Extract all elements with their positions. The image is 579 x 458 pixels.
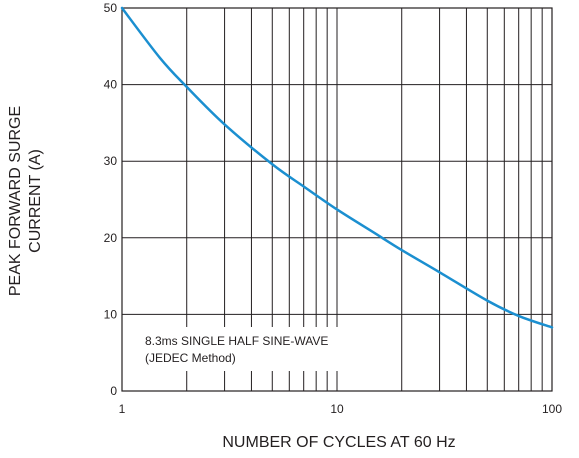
y-tick-label: 10 <box>104 307 118 321</box>
annotation-line-2: (JEDEC Method) <box>145 351 236 365</box>
y-axis-label-line-2: CURRENT (A) <box>27 149 44 253</box>
y-tick-label: 30 <box>104 154 118 168</box>
y-tick-label: 0 <box>110 384 117 398</box>
y-tick-label: 40 <box>104 78 118 92</box>
x-tick-label: 10 <box>330 402 344 416</box>
plot-frame <box>121 7 553 392</box>
plot-border <box>121 7 553 392</box>
series-layer <box>120 6 554 329</box>
y-tick-label: 50 <box>104 1 118 15</box>
x-tick-label: 1 <box>119 402 126 416</box>
annotation-background <box>140 327 390 371</box>
x-axis-label: NUMBER OF CYCLES AT 60 Hz <box>222 434 455 451</box>
annotation-line-1: 8.3ms SINGLE HALF SINE-WAVE <box>145 334 328 348</box>
y-axis-label-line-1: PEAK FORWARD SURGE <box>7 106 24 296</box>
tick-labels: 0 10 20 30 40 50 1 10 100 <box>104 1 563 416</box>
y-tick-label: 20 <box>104 231 118 245</box>
series-line <box>120 6 554 329</box>
x-tick-label: 100 <box>542 402 562 416</box>
